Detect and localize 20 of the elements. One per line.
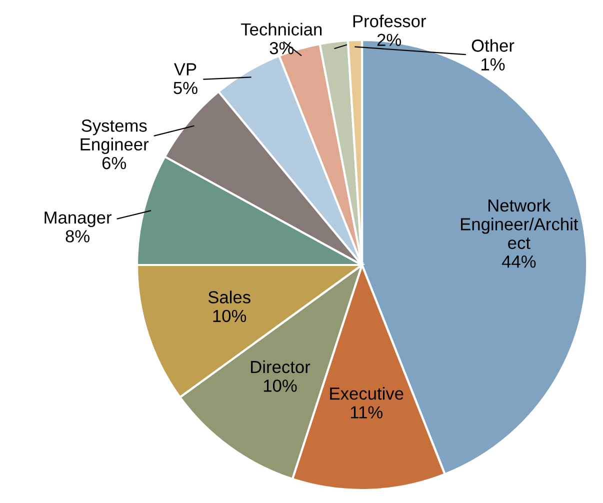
data-label: 44% — [502, 256, 536, 268]
data-label: 1% — [482, 58, 505, 70]
data-label: 5% — [174, 82, 198, 94]
slice-label: Manager — [44, 212, 112, 228]
slice-label: Professor — [353, 14, 426, 28]
slice-label: Other — [472, 39, 514, 52]
slice-label: Executive — [330, 386, 404, 400]
data-label: 10% — [264, 380, 297, 392]
data-label: 2% — [377, 34, 402, 46]
slice-label: Network Engineer/Archit ect — [461, 198, 578, 250]
slice-label: Sales — [208, 290, 250, 304]
slice-label: Systems Engineer — [80, 120, 149, 154]
slice-label: Technician — [241, 22, 322, 36]
data-label: 8% — [66, 230, 90, 242]
slice-label: VP — [174, 63, 196, 76]
data-label: 10% — [213, 310, 246, 322]
data-label: 6% — [102, 156, 126, 170]
slice-label: Director — [251, 360, 310, 374]
data-label: 3% — [270, 42, 294, 54]
data-label: 11% — [350, 406, 382, 418]
